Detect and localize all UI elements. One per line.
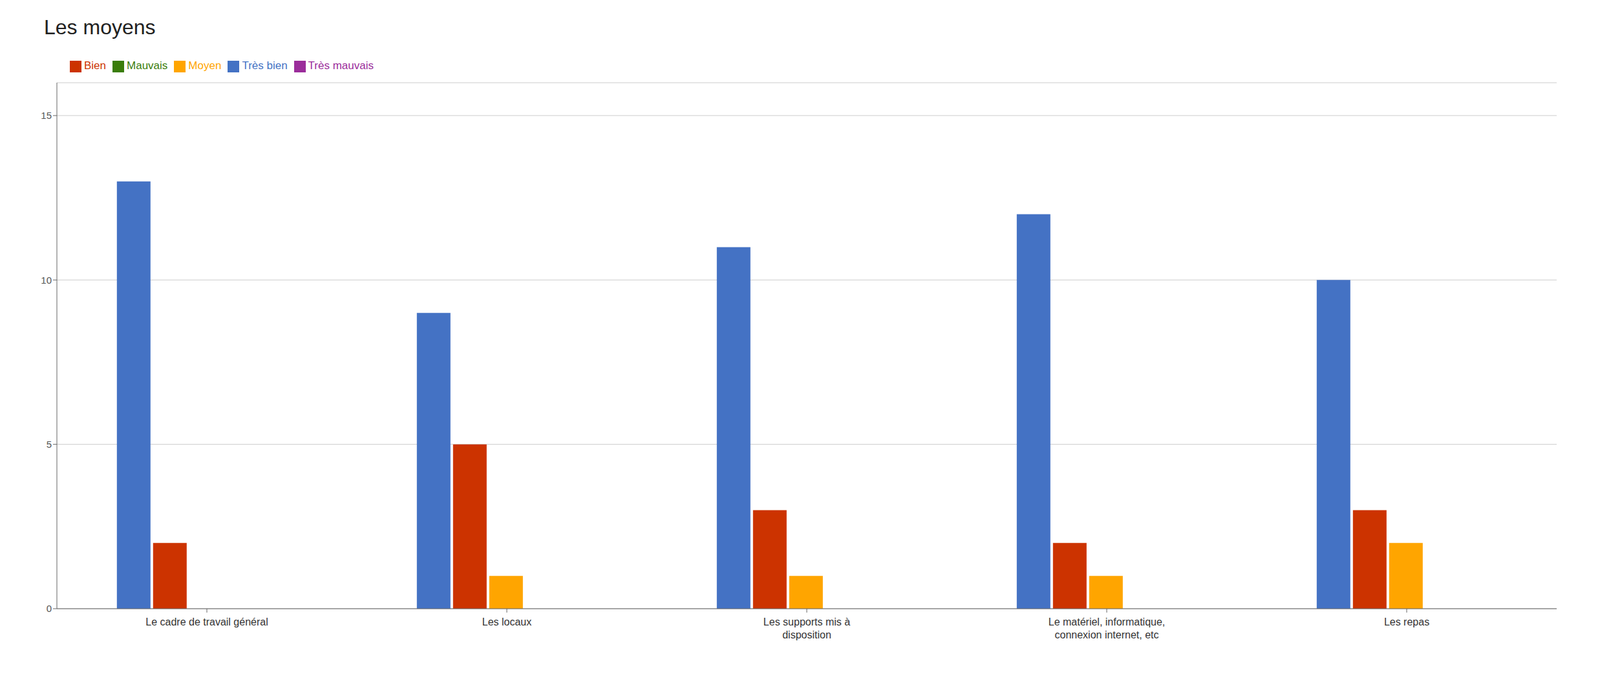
- svg-text:Les supports mis àdisposition: Les supports mis àdisposition: [763, 616, 851, 641]
- html-text:Mauvais: Mauvais: [126, 59, 168, 72]
- html-text:Moyen: Moyen: [188, 59, 222, 72]
- svg-text:Le cadre de travail général: Le cadre de travail général: [145, 616, 268, 628]
- html-text:Les moyens: Les moyens: [43, 15, 156, 39]
- html-text:Très mauvais: Très mauvais: [308, 59, 374, 72]
- html-text:Très bien: Très bien: [242, 59, 288, 72]
- svg-text:15: 15: [40, 109, 52, 121]
- svg-text:5: 5: [46, 438, 52, 450]
- svg-text:Les repas: Les repas: [1384, 616, 1430, 628]
- svg-text:Les locaux: Les locaux: [482, 616, 533, 628]
- svg-text:Le matériel, informatique,conn: Le matériel, informatique,connexion inte…: [1048, 616, 1166, 641]
- svg-text:10: 10: [40, 274, 52, 286]
- html-text:Bien: Bien: [84, 59, 107, 72]
- svg-text:0: 0: [46, 603, 52, 615]
